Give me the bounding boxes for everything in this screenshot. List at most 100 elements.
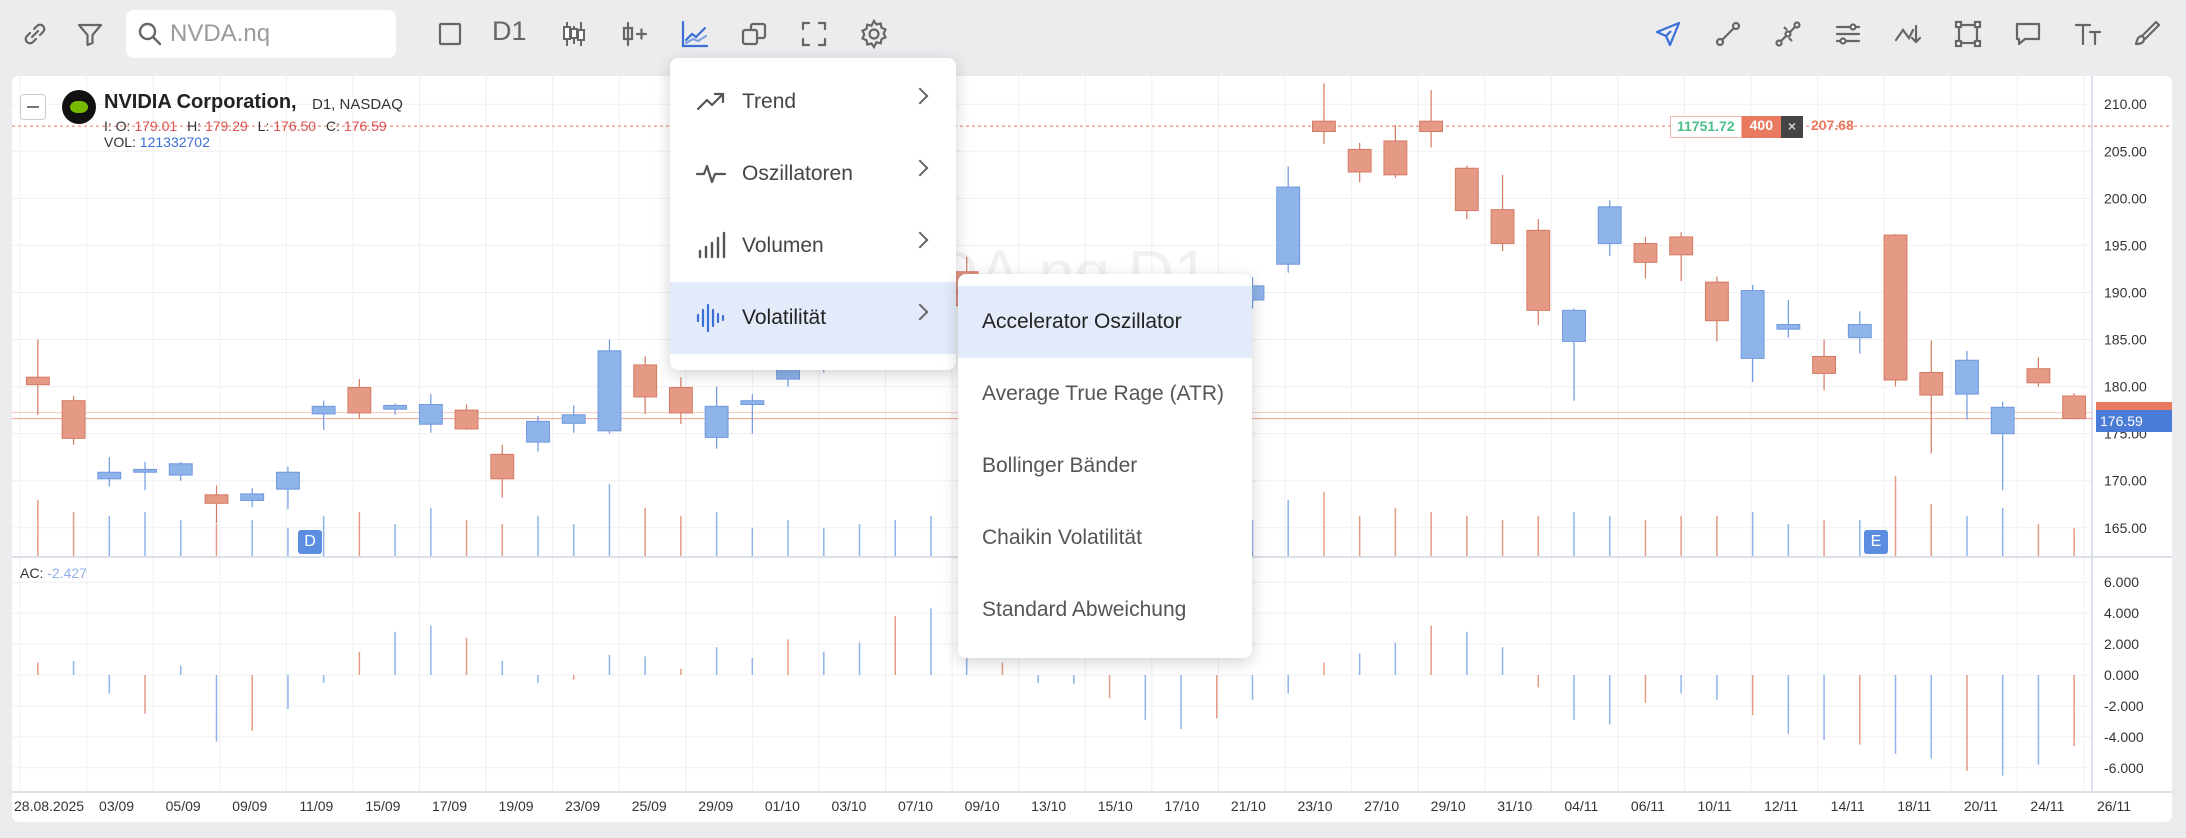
date-axis-label: 29/09 [698,798,733,814]
volume-value: 121332702 [139,134,210,150]
indicators-menu: Trend Oszillatoren Volumen Volatilität [670,58,956,370]
candle-body [1955,359,1979,395]
link-icon[interactable] [15,14,55,54]
candle-body [1633,243,1658,263]
trend-line-icon[interactable] [1708,14,1748,54]
candle-body [490,453,515,480]
event-marker-d[interactable]: D [298,530,322,554]
filter-icon[interactable] [70,14,110,54]
date-axis-label: 25/09 [632,798,667,814]
date-axis-label: 09/09 [232,798,267,814]
add-compare-icon[interactable] [614,14,654,54]
candle-body [275,471,300,490]
drawing-square-icon[interactable] [430,14,470,54]
timeframe-button[interactable]: D1 [492,16,527,46]
high-label: H: [187,118,202,134]
submenu-item-accelerator-oszillator[interactable]: Accelerator Oszillator [958,286,1252,358]
order-close-button[interactable]: × [1780,116,1803,138]
candle-body [1990,406,2015,435]
candle-body [383,404,408,410]
comment-icon[interactable] [2008,14,2048,54]
date-axis-label: 21/10 [1231,798,1266,814]
cursor-arrow-icon[interactable] [1648,14,1688,54]
osc-axis-label: 6.000 [2104,574,2139,590]
text-icon[interactable] [2068,14,2108,54]
order-lots[interactable]: 400 [1741,116,1781,138]
candle-body [25,376,50,386]
osc-axis-label: 0.000 [2104,667,2139,683]
menu-item-trend[interactable]: Trend [670,66,956,138]
submenu-item-standard-abweichung[interactable]: Standard Abweichung [982,598,1187,621]
chevron-right-icon [911,231,929,249]
date-axis-label: 03/09 [99,798,134,814]
candle-body [347,387,372,414]
candle-body [1347,148,1372,173]
search-icon [138,22,162,46]
fibonacci-icon[interactable] [1768,14,1808,54]
ac-indicator-legend: AC: -2.427 [20,565,87,581]
volume-icon [698,231,726,259]
legend-collapse-button[interactable] [20,94,46,120]
price-axis-label: 205.00 [2104,143,2147,159]
close-label: C: [325,118,340,134]
date-axis-label: 14/11 [1831,798,1865,814]
candle-body [561,414,586,424]
order-price: 207.68 [1810,117,1854,133]
pattern-icon[interactable] [1888,14,1928,54]
ac-value: -2.427 [47,565,87,581]
submenu-item-chaikin[interactable]: Chaikin Volatilität [982,526,1142,549]
menu-item-volumen[interactable]: Volumen [670,210,956,282]
date-axis-label: 17/09 [432,798,467,814]
date-axis-label: 23/09 [565,798,600,814]
brush-icon[interactable] [2128,14,2168,54]
event-marker-e[interactable]: E [1864,530,1888,554]
date-axis-label: 27/10 [1364,798,1399,814]
order-widget[interactable]: 11751.72 400 × 207.68 [1670,116,1862,138]
candle-body [597,350,622,432]
low-label: L: [257,118,270,134]
oscillator-icon [695,164,727,184]
volume-label: VOL: [104,134,136,150]
date-axis-label: 28.08.2025 [14,798,84,814]
date-axis-label: 01/10 [765,798,800,814]
candlestick-chart-icon[interactable] [554,14,594,54]
menu-item-oszillatoren[interactable]: Oszillatoren [670,138,956,210]
candle-body [1276,186,1301,265]
templates-icon[interactable] [734,14,774,54]
date-axis-label: 23/10 [1298,798,1333,814]
date-axis-label: 10/11 [1698,798,1732,814]
date-axis-label: 26/11 [2097,798,2131,814]
rectangle-shape-icon[interactable] [1948,14,1988,54]
candle-body [311,405,336,415]
settings-gear-icon[interactable] [854,14,894,54]
date-axis-label: 18/11 [1897,798,1931,814]
trend-icon [696,92,725,111]
ohlc-values: I: O: 179.01 H: 179.29 L: 176.50 C: 176.… [104,118,393,134]
candle-body [168,463,193,476]
candle-body [1490,209,1515,245]
candle-body [240,493,265,501]
submenu-item-atr[interactable]: Average True Rage (ATR) [982,382,1224,405]
date-axis-label: 07/10 [898,798,933,814]
instrument-name: NVIDIA Corporation, [104,91,297,113]
fullscreen-icon[interactable] [794,14,834,54]
price-axis-label: 190.00 [2104,284,2147,300]
volatility-icon [696,303,725,333]
candle-body [1669,236,1694,256]
order-quantity[interactable]: 11751.72 [1670,116,1742,138]
candle-body [61,400,86,439]
symbol-search[interactable] [126,10,396,58]
date-axis-label: 09/10 [965,798,1000,814]
price-axis-label: 180.00 [2104,379,2147,395]
menu-item-volatilitaet[interactable]: Volatilität [670,282,956,354]
close-value: 176.59 [343,118,387,134]
date-axis-label: 13/10 [1031,798,1066,814]
date-axis-label: 15/10 [1098,798,1133,814]
candle-body [1597,206,1622,245]
indicators-icon[interactable] [674,14,714,54]
candle-body [2062,395,2087,420]
parallel-lines-icon[interactable] [1828,14,1868,54]
open-value: 179.01 [134,118,178,134]
search-input[interactable] [170,20,390,48]
submenu-item-bollinger[interactable]: Bollinger Bänder [982,454,1138,477]
